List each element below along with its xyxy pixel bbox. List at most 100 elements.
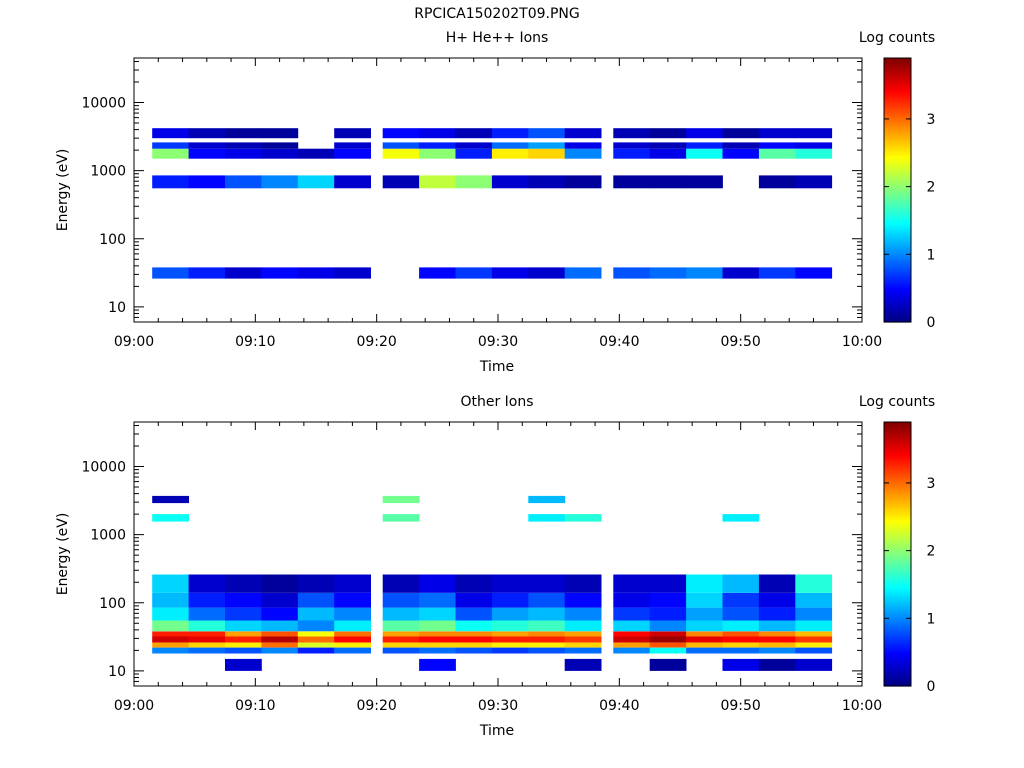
- colorbar-segment: [884, 220, 911, 223]
- colorbar-segment: [884, 638, 911, 641]
- heatmap-cell: [613, 175, 651, 189]
- colorbar-segment: [884, 582, 911, 585]
- heatmap-cell: [261, 636, 299, 643]
- heatmap-cell: [188, 267, 226, 279]
- heatmap-cell: [334, 592, 371, 608]
- heatmap-cell: [188, 636, 226, 643]
- heatmap-cell: [419, 647, 456, 654]
- colorbar-segment: [884, 662, 911, 665]
- heatmap-cell: [528, 592, 566, 608]
- colorbar-segment: [884, 430, 911, 433]
- heatmap-cell: [225, 574, 262, 593]
- colorbar-segment: [884, 160, 911, 163]
- colorbar-segment: [884, 314, 911, 317]
- heatmap-cell: [491, 631, 529, 637]
- colorbar-segment: [884, 286, 911, 289]
- colorbar-segment: [884, 602, 911, 605]
- x-tick-label: 09:10: [235, 698, 275, 714]
- colorbar-segment: [884, 86, 911, 89]
- colorbar-segment: [884, 186, 911, 189]
- colorbar-segment: [884, 174, 911, 177]
- colorbar-segment: [884, 178, 911, 181]
- y-tick-label: 1000: [90, 528, 126, 544]
- heatmap-cell: [758, 647, 796, 654]
- colorbar-segment: [884, 100, 911, 103]
- colorbar-segment: [884, 268, 911, 271]
- y-axis-label: Energy (eV): [55, 513, 71, 596]
- colorbar-segment: [884, 552, 911, 555]
- colorbar-segment: [884, 438, 911, 441]
- heatmap-cell: [225, 148, 262, 159]
- figure-title: RPCICA150202T09.PNG: [414, 6, 579, 22]
- colorbar-segment: [884, 134, 911, 137]
- heatmap-cell: [528, 631, 566, 637]
- colorbar-segment: [884, 492, 911, 495]
- colorbar-segment: [884, 644, 911, 647]
- heatmap-cell: [795, 267, 833, 279]
- colorbar-segment: [884, 604, 911, 607]
- colorbar-segment: [884, 176, 911, 179]
- heatmap-cell: [188, 592, 226, 608]
- colorbar-segment: [884, 294, 911, 297]
- colorbar-label: Log counts: [859, 30, 935, 46]
- colorbar-segment: [884, 466, 911, 469]
- colorbar: 0 1 2 3: [883, 57, 936, 331]
- colorbar-segment: [884, 140, 911, 143]
- colorbar-segment: [884, 606, 911, 609]
- heatmap-cell: [261, 175, 299, 189]
- colorbar-segment: [884, 650, 911, 653]
- heatmap-cell: [528, 607, 566, 621]
- heatmap-cell: [297, 148, 335, 159]
- heatmap-cell: [261, 148, 299, 159]
- colorbar-segment: [884, 78, 911, 81]
- colorbar-segment: [884, 96, 911, 99]
- heatmap-cell: [564, 267, 602, 279]
- colorbar-segment: [884, 204, 911, 207]
- heatmap-cell: [225, 631, 262, 637]
- heatmap-cell: [722, 514, 760, 522]
- colorbar-segment: [884, 84, 911, 87]
- colorbar-segment: [884, 580, 911, 583]
- heatmap-cell: [455, 631, 493, 637]
- colorbar-segment: [884, 434, 911, 437]
- heatmap-cell: [722, 574, 760, 593]
- heatmap-cell: [795, 128, 833, 139]
- heatmap-cell: [261, 607, 299, 621]
- colorbar-segment: [884, 622, 911, 625]
- colorbar-tick-label: 1: [927, 247, 936, 263]
- colorbar-segment: [884, 210, 911, 213]
- heatmap-cell: [261, 128, 299, 139]
- colorbar-segment: [884, 94, 911, 97]
- heatmap-cell: [649, 267, 687, 279]
- colorbar-segment: [884, 82, 911, 85]
- heatmap-cell: [334, 574, 371, 593]
- heatmap-cell: [225, 620, 262, 632]
- colorbar-segment: [884, 426, 911, 429]
- colorbar-segment: [884, 278, 911, 281]
- colorbar-segment: [884, 106, 911, 109]
- heatmap-cell: [334, 607, 371, 621]
- colorbar-tick-label: 3: [927, 476, 936, 492]
- heatmap-cell: [455, 142, 493, 149]
- heatmap-cell: [152, 574, 189, 593]
- y-tick-label: 100: [99, 232, 126, 248]
- colorbar-segment: [884, 74, 911, 77]
- heatmap-cell: [297, 642, 335, 648]
- heatmap-cell: [613, 636, 651, 643]
- colorbar-segment: [884, 590, 911, 593]
- heatmap-cell: [686, 148, 723, 159]
- colorbar-segment: [884, 246, 911, 249]
- heatmap-cell: [722, 620, 760, 632]
- colorbar-segment: [884, 150, 911, 153]
- y-tick-label: 100: [99, 596, 126, 612]
- colorbar-segment: [884, 244, 911, 247]
- heatmap-cell: [722, 658, 760, 671]
- heatmap-cell: [419, 636, 456, 643]
- heatmap-cell: [649, 175, 687, 189]
- colorbar-segment: [884, 618, 911, 621]
- x-tick-label: 09:10: [235, 334, 275, 350]
- heatmap-cell: [382, 631, 420, 637]
- colorbar-segment: [884, 102, 911, 105]
- colorbar-segment: [884, 130, 911, 133]
- colorbar-segment: [884, 666, 911, 669]
